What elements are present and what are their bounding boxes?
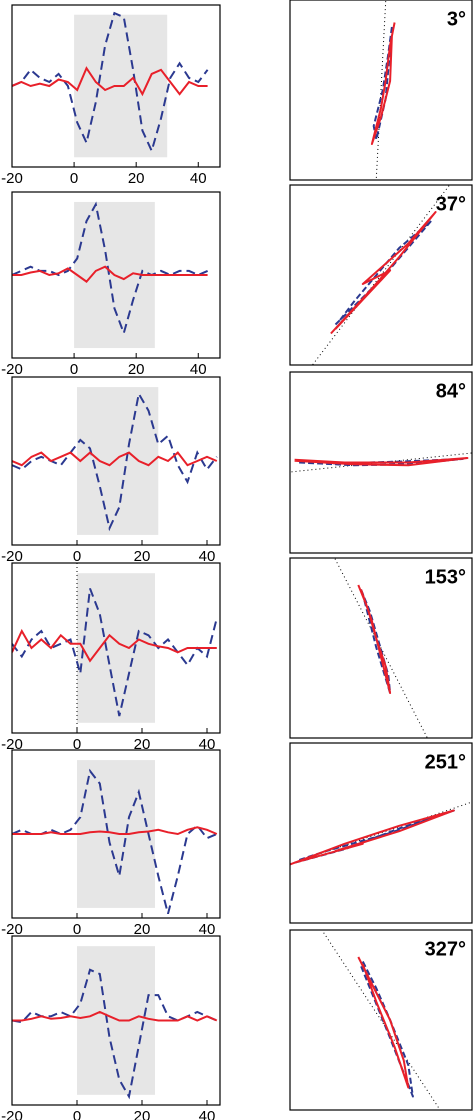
trace	[12, 826, 218, 836]
trace	[12, 66, 208, 97]
trace	[12, 628, 217, 663]
polarization-axis	[375, 0, 387, 180]
hodogram	[290, 809, 455, 866]
hodogram	[360, 589, 392, 694]
angle-label: 84°	[436, 380, 466, 402]
x-tick-label: -20	[1, 548, 23, 565]
hodogram	[294, 457, 469, 467]
axes-box	[11, 562, 221, 734]
x-tick-label: 40	[199, 921, 216, 938]
shaded-window	[77, 946, 155, 1095]
trace	[12, 588, 218, 717]
axes-box	[289, 742, 473, 924]
polarization-axis	[290, 801, 472, 865]
hodogram	[294, 809, 455, 864]
angle-label: 37°	[436, 193, 466, 215]
x-tick-label: 0	[73, 736, 81, 753]
x-tick-label: -20	[1, 736, 23, 753]
x-tick-label: -20	[1, 1108, 23, 1120]
hodogram	[330, 211, 437, 335]
angle-label: 327°	[425, 938, 466, 960]
x-tick-label: 40	[190, 361, 207, 378]
x-tick-label: 20	[134, 736, 151, 753]
x-tick-label: -20	[1, 921, 23, 938]
trace	[12, 1010, 218, 1022]
x-tick-label: 20	[134, 921, 151, 938]
hodogram	[334, 220, 433, 326]
angle-label: 153°	[425, 566, 466, 588]
polarization-axis	[334, 558, 428, 738]
trace	[12, 768, 218, 915]
trace	[12, 451, 218, 467]
hodogram	[370, 22, 396, 145]
x-tick-label: 0	[73, 921, 81, 938]
trace	[12, 201, 209, 337]
axes-box	[289, 184, 473, 366]
x-tick-label: 20	[128, 361, 145, 378]
axes-box	[11, 376, 221, 546]
axes-box	[289, 371, 473, 554]
x-tick-label: 40	[199, 1108, 216, 1120]
x-tick-label: 40	[190, 170, 207, 187]
trace	[12, 390, 218, 532]
x-tick-label: 20	[128, 170, 145, 187]
x-tick-label: 40	[199, 548, 216, 565]
angle-label: 251°	[425, 751, 466, 773]
hodogram	[357, 956, 410, 1089]
polarization-axis	[321, 930, 441, 1110]
x-tick-label: 0	[73, 1108, 81, 1120]
axes-box	[289, 557, 473, 739]
axes-box	[289, 0, 473, 181]
axes-box	[289, 929, 473, 1111]
x-tick-label: 0	[73, 548, 81, 565]
x-tick-label: 20	[134, 548, 151, 565]
axes-box	[11, 749, 221, 919]
trace	[12, 11, 209, 154]
x-tick-label: 0	[70, 170, 78, 187]
hodogram	[357, 584, 392, 694]
axes-box	[11, 935, 221, 1106]
trace	[12, 265, 208, 283]
x-tick-label: -20	[1, 361, 23, 378]
x-tick-label: 0	[70, 361, 78, 378]
x-tick-label: -20	[1, 170, 23, 187]
x-tick-label: 20	[134, 1108, 151, 1120]
axes-box	[11, 4, 221, 168]
x-tick-label: 40	[199, 736, 216, 753]
angle-label: 3°	[447, 8, 466, 30]
axes-box	[11, 191, 221, 359]
